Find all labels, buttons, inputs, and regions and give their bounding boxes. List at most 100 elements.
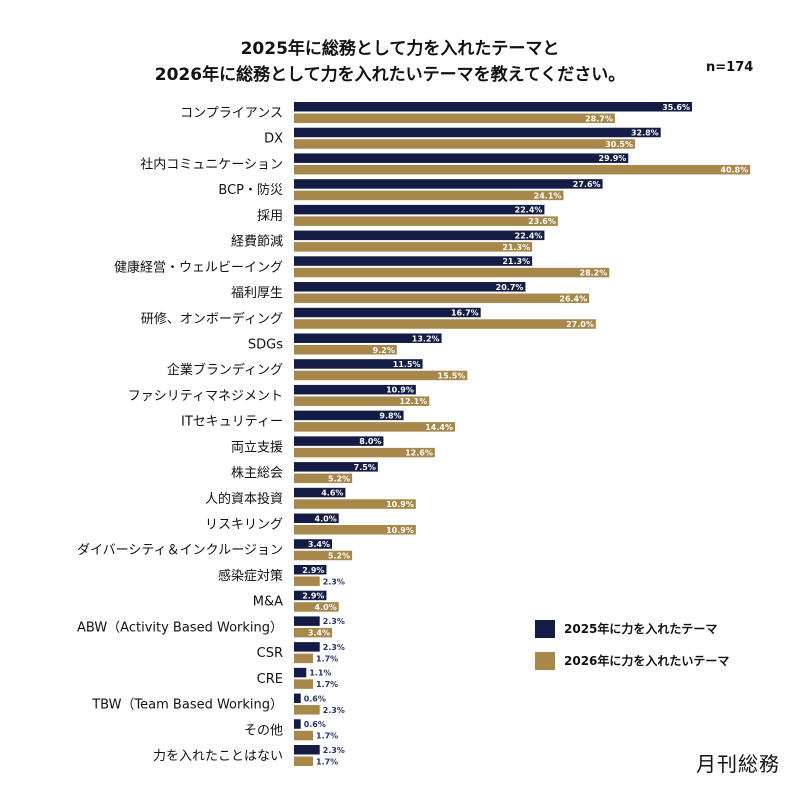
data-label: 12.1% [400,397,428,406]
data-label: 10.9% [386,500,414,509]
data-label: 3.4% [308,540,330,549]
bar-2025 [294,436,384,446]
data-label: 14.4% [425,423,453,432]
data-label: 9.2% [373,346,395,355]
bar-2026 [294,499,416,509]
sample-size: n=174 [706,60,754,75]
category-label: CSR [257,646,283,661]
data-label: 26.4% [559,294,587,303]
bar-2026 [294,602,339,612]
data-label: 29.9% [599,154,627,163]
data-label: 35.6% [662,103,690,112]
category-label: 経費節減 [231,234,283,250]
bar-2025 [294,230,545,241]
bar-2025 [294,282,526,292]
bar-2026 [294,756,314,766]
bar-2025 [294,745,320,755]
category-label: ダイバーシティ＆インクルージョン [77,543,283,558]
category-label: 社内コミュニケーション [140,156,283,172]
bar-2026 [294,370,468,381]
data-label: 13.2% [412,334,440,343]
category-label: 感染症対策 [218,568,283,584]
data-label: 1.7% [316,680,338,689]
bar-2026 [294,525,416,535]
bar-2026 [294,216,558,226]
data-label: 27.6% [573,180,601,189]
data-label: 5.2% [328,552,350,561]
bar-2026 [294,190,564,201]
legend-swatch [535,620,555,638]
data-label: 4.0% [315,603,337,612]
bar-2026 [294,113,615,123]
data-label: 12.6% [405,449,433,458]
data-label: 16.7% [451,309,479,318]
bar-2025 [294,179,603,189]
bar-2026 [294,293,590,304]
bar-2025 [294,384,416,395]
data-label: 10.9% [386,386,414,395]
bar-2026 [294,627,333,638]
data-label: 32.8% [631,129,659,138]
bar-2026 [294,319,596,329]
category-label: ファシリティマネジメント [128,389,283,404]
data-label: 2.3% [323,577,345,586]
bar-2025 [294,719,301,729]
bar-2026 [294,422,455,432]
bar-2026 [294,679,314,689]
category-label: 健康経営・ウェルビーイング [114,259,283,275]
category-label: 両立支援 [231,440,283,455]
bar-2025 [294,359,423,369]
data-label: 0.6% [304,694,326,703]
bar-2026 [294,447,435,458]
category-label: 企業ブランディング [167,362,283,378]
category-label: DX [264,132,283,147]
data-label: 3.4% [308,629,330,638]
data-label: 2.3% [323,706,345,715]
legend-label: 2025年に力を入れたテーマ [564,621,717,636]
category-label: 人的資本投資 [205,491,283,507]
bar-2026 [294,576,320,586]
bar-2026 [294,730,314,741]
data-label: 5.2% [328,474,350,483]
bar-2025 [294,667,307,678]
data-label: 0.6% [304,720,326,729]
category-label: CRE [257,672,283,687]
data-label: 4.0% [315,514,337,523]
bar-2026 [294,473,353,484]
legend-label: 2026年に力を入れたいテーマ [564,653,729,668]
data-label: 9.8% [379,411,401,420]
data-label: 1.7% [316,757,338,766]
bar-2025 [294,590,327,601]
bar-2025 [294,127,661,138]
data-label: 28.7% [585,114,613,123]
bar-2025 [294,256,533,266]
category-label: コンプライアンス [180,106,283,121]
data-label: 4.6% [321,489,343,498]
data-label: 21.3% [502,257,530,266]
bar-2025 [294,462,378,472]
category-label: 採用 [257,209,283,224]
category-label: その他 [244,723,283,738]
bar-2025 [294,333,442,343]
data-label: 40.8% [720,166,748,175]
bar-2025 [294,539,333,549]
data-label: 24.1% [534,191,562,200]
data-label: 2.3% [323,643,345,652]
bar-2025 [294,693,301,704]
bar-2026 [294,164,751,175]
data-label: 1.7% [316,654,338,663]
data-label: 10.9% [386,526,414,535]
data-label: 2.9% [302,591,324,600]
data-label: 20.7% [496,283,524,292]
data-label: 22.4% [515,231,543,240]
chart-title-line1: 2025年に総務として力を入れたテーマと [240,39,560,59]
data-label: 11.5% [393,360,421,369]
data-label: 28.2% [580,269,608,278]
data-label: 23.6% [528,217,556,226]
bar-2026 [294,705,320,715]
category-label: TBW（Team Based Working） [91,698,283,713]
logo: 月刊総務 [696,752,780,776]
bar-2026 [294,242,533,252]
category-label: 株主総会 [231,466,283,481]
